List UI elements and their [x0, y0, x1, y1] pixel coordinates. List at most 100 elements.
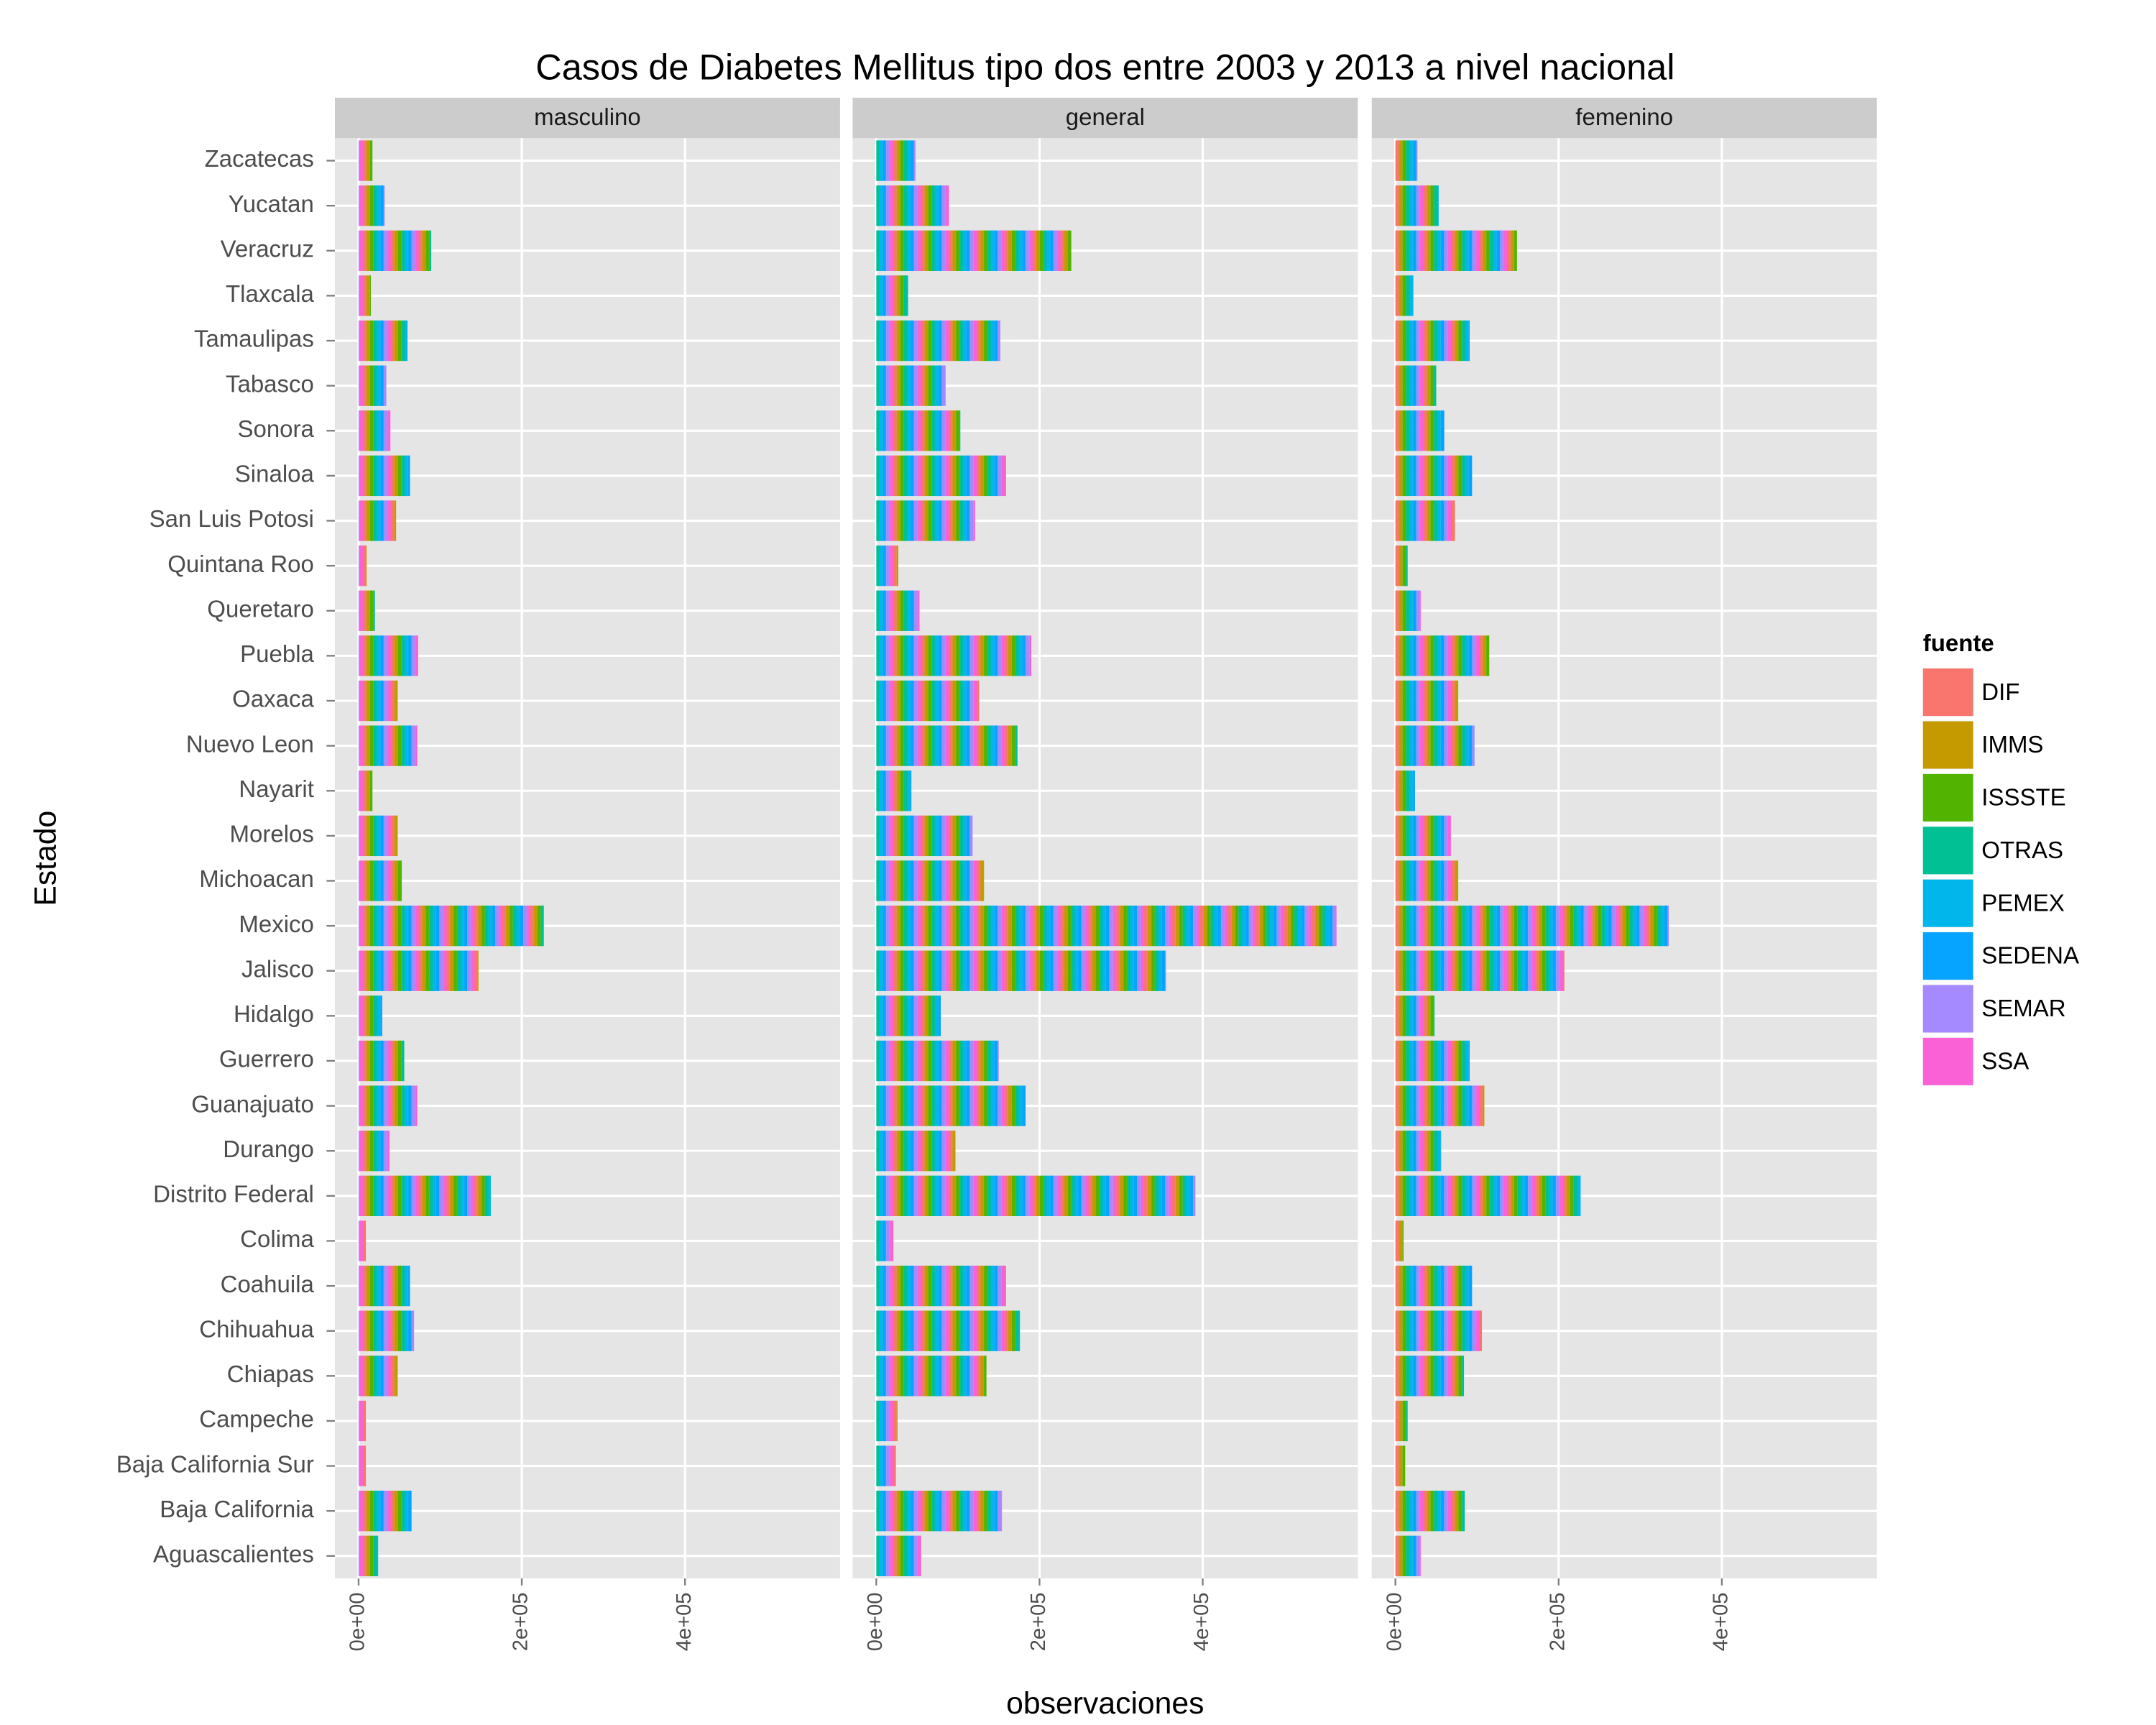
y-tick-label: Morelos — [230, 821, 314, 847]
y-tick-label: Campeche — [199, 1406, 314, 1432]
bar — [876, 545, 898, 586]
bar — [1395, 770, 1415, 811]
bar — [358, 680, 398, 722]
legend-swatch — [1922, 879, 1973, 927]
bar — [358, 365, 387, 406]
bar — [1395, 725, 1475, 766]
bar — [876, 410, 961, 451]
y-tick-label: Colima — [240, 1225, 314, 1252]
y-tick-label: Oaxaca — [232, 686, 314, 712]
y-tick-label: Distrito Federal — [153, 1181, 314, 1208]
y-tick-label: Jalisco — [241, 955, 314, 982]
y-tick-label: Puebla — [240, 640, 314, 667]
legend-label: PEMEX — [1981, 889, 2065, 916]
bar — [358, 590, 375, 631]
bar — [358, 635, 418, 676]
y-tick-label: Tlaxcala — [226, 280, 315, 307]
bar — [876, 680, 980, 722]
bar — [876, 230, 1072, 271]
y-tick-label: Yucatan — [229, 190, 314, 217]
bar — [1395, 410, 1445, 451]
facet-strip — [335, 97, 840, 139]
bar — [876, 1175, 1196, 1217]
legend-swatch — [1922, 827, 1973, 875]
legend-label: IMMS — [1981, 731, 2043, 758]
legend-swatch — [1922, 773, 1973, 822]
bar — [876, 1220, 894, 1261]
bar — [876, 1085, 1026, 1126]
bar — [358, 230, 432, 271]
bar — [876, 1310, 1021, 1351]
legend-swatch — [1922, 932, 1973, 980]
bar — [358, 1265, 410, 1307]
bar — [876, 1040, 999, 1082]
legend-label: DIF — [1981, 678, 2019, 705]
bar — [1395, 860, 1459, 901]
x-tick-label: 2e+05 — [510, 1593, 533, 1652]
y-tick-label: Zacatecas — [205, 145, 314, 172]
bar — [1395, 680, 1459, 722]
x-tick-label: 4e+05 — [1710, 1593, 1733, 1652]
bar — [1395, 1131, 1442, 1172]
y-tick-label: Nayarit — [239, 776, 314, 802]
bar — [1395, 1040, 1470, 1082]
bar — [1395, 140, 1418, 181]
legend-title: fuente — [1923, 630, 1994, 656]
bar — [358, 1085, 418, 1126]
bar — [358, 815, 398, 857]
chart-title: Casos de Diabetes Mellitus tipo dos entr… — [535, 46, 1674, 87]
facet-strip — [1371, 97, 1877, 139]
x-tick-label: 2e+05 — [1546, 1593, 1569, 1652]
bar — [358, 320, 408, 362]
bar — [1395, 905, 1669, 947]
y-tick-label: Baja California Sur — [116, 1450, 314, 1477]
y-tick-label: Tamaulipas — [194, 326, 314, 352]
legend-label: SEMAR — [1981, 995, 2065, 1021]
y-tick-label: Durango — [223, 1136, 314, 1162]
bar — [876, 1356, 987, 1397]
bar — [876, 635, 1032, 676]
legend-label: SSA — [1981, 1048, 2029, 1075]
bar — [358, 455, 410, 497]
facet-label: general — [1066, 104, 1145, 130]
bar — [1395, 275, 1414, 316]
bar — [358, 905, 544, 947]
y-tick-label: Veracruz — [221, 236, 314, 262]
bar — [876, 1265, 1006, 1307]
bar — [876, 500, 975, 541]
x-tick-label: 0e+00 — [864, 1593, 887, 1652]
bar — [876, 185, 949, 226]
y-tick-label: San Luis Potosi — [149, 505, 314, 532]
x-tick-label: 0e+00 — [1383, 1593, 1406, 1652]
bar — [358, 1445, 367, 1486]
x-tick-label: 0e+00 — [346, 1593, 369, 1652]
bar — [358, 1175, 491, 1217]
y-tick-label: Hidalgo — [234, 1000, 314, 1027]
bar — [358, 1131, 390, 1172]
facet-label: masculino — [534, 104, 641, 130]
y-tick-label: Sonora — [237, 415, 314, 442]
legend-label: SEDENA — [1981, 942, 2079, 969]
legend-swatch — [1922, 668, 1973, 717]
y-tick-label: Coahuila — [221, 1271, 315, 1297]
y-tick-label: Michoacan — [199, 865, 314, 892]
y-tick-label: Mexico — [239, 911, 314, 937]
legend-swatch — [1922, 1037, 1973, 1085]
bar — [358, 410, 391, 451]
x-axis-label: observaciones — [1006, 1686, 1204, 1721]
bar — [358, 770, 373, 811]
bar — [1395, 1265, 1473, 1307]
x-tick-label: 2e+05 — [1027, 1593, 1050, 1652]
bar — [1395, 590, 1421, 631]
y-tick-label: Chihuahua — [199, 1315, 314, 1342]
bar — [876, 1535, 921, 1576]
bar — [1395, 1175, 1581, 1217]
bar — [358, 1040, 405, 1082]
legend-swatch — [1922, 721, 1973, 769]
bar — [876, 770, 912, 811]
bar — [876, 590, 920, 631]
y-tick-label: Queretaro — [207, 595, 314, 622]
x-tick-label: 4e+05 — [1190, 1593, 1213, 1652]
y-tick-label: Aguascalientes — [153, 1541, 314, 1568]
